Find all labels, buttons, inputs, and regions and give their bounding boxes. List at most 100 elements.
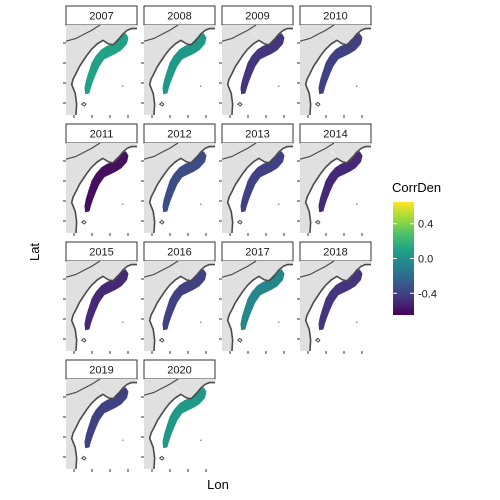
- island: [82, 102, 86, 106]
- island: [160, 220, 164, 224]
- map-land: [144, 143, 215, 233]
- island: [238, 220, 242, 224]
- facet-strip-label: 2008: [167, 11, 191, 23]
- border-line: [66, 25, 100, 41]
- island: [122, 439, 124, 441]
- map-land: [66, 143, 137, 233]
- border-line: [300, 25, 334, 41]
- corrden-shelf-region: [240, 151, 285, 213]
- colorbar-tick-label: 0.4: [418, 219, 433, 231]
- border-line: [144, 379, 178, 395]
- island: [160, 338, 164, 342]
- coastline: [306, 265, 371, 351]
- facet-strip-label: 2018: [323, 247, 347, 259]
- facet-strip-label: 2012: [167, 129, 191, 141]
- coastline: [228, 147, 293, 233]
- island: [356, 321, 358, 323]
- border-line: [222, 25, 256, 41]
- facet-panel-2019: 2019: [63, 359, 138, 472]
- island: [356, 85, 358, 87]
- map-land: [300, 261, 371, 351]
- coastline: [72, 383, 137, 469]
- facet-strip-label: 2011: [90, 129, 114, 141]
- facet-strip-label: 2015: [89, 247, 113, 259]
- map-land: [66, 25, 137, 115]
- map-land: [144, 261, 215, 351]
- facet-panel-2007: 2007: [63, 5, 138, 118]
- corrden-shelf-region: [162, 387, 207, 449]
- corrden-shelf-region: [162, 33, 207, 95]
- map-land: [222, 143, 293, 233]
- facet-panel-2013: 2013: [219, 123, 294, 236]
- island: [122, 203, 124, 205]
- coastline: [306, 29, 371, 115]
- border-line: [222, 143, 256, 159]
- colorbar-tick-label: -0.4: [418, 288, 437, 300]
- coastline: [150, 265, 215, 351]
- coastline: [228, 265, 293, 351]
- corrden-shelf-region: [162, 151, 207, 213]
- island: [160, 456, 164, 460]
- island: [278, 321, 280, 323]
- island: [200, 203, 202, 205]
- border-line: [222, 261, 256, 277]
- corrden-shelf-region: [84, 387, 129, 449]
- facet-strip-label: 2014: [323, 129, 347, 141]
- corrden-shelf-region: [162, 269, 207, 331]
- island: [82, 338, 86, 342]
- map-land: [222, 261, 293, 351]
- facet-panel-2020: 2020: [141, 359, 216, 472]
- island: [316, 220, 320, 224]
- island: [238, 102, 242, 106]
- coastline: [150, 29, 215, 115]
- corrden-shelf-region: [84, 269, 129, 331]
- coastline: [72, 265, 137, 351]
- border-line: [144, 25, 178, 41]
- facet-strip-label: 2013: [245, 129, 269, 141]
- border-line: [144, 143, 178, 159]
- corrden-shelf-region: [318, 151, 363, 213]
- island: [122, 85, 124, 87]
- map-land: [222, 25, 293, 115]
- map-land: [300, 143, 371, 233]
- corrden-shelf-region: [84, 151, 129, 213]
- border-line: [300, 261, 334, 277]
- border-line: [300, 143, 334, 159]
- island: [82, 220, 86, 224]
- facet-panel-2009: 2009: [219, 5, 294, 118]
- facet-panels: 2007 2008 2009 2010 2011 2012 2013 2014 2015 2016…: [63, 5, 372, 472]
- facet-panel-2012: 2012: [141, 123, 216, 236]
- corrden-shelf-region: [318, 33, 363, 95]
- y-axis-title: Lat: [27, 243, 42, 261]
- x-axis-title: Lon: [207, 477, 229, 492]
- island: [200, 85, 202, 87]
- island: [278, 203, 280, 205]
- facet-panel-2010: 2010: [297, 5, 372, 118]
- island: [200, 321, 202, 323]
- island: [316, 102, 320, 106]
- coastline: [228, 29, 293, 115]
- facet-panel-2015: 2015: [63, 241, 138, 354]
- island: [278, 85, 280, 87]
- island: [200, 439, 202, 441]
- map-land: [300, 25, 371, 115]
- border-line: [66, 261, 100, 277]
- border-line: [66, 379, 100, 395]
- map-land: [144, 25, 215, 115]
- map-land: [66, 261, 137, 351]
- facet-strip-label: 2019: [89, 365, 113, 377]
- island: [238, 338, 242, 342]
- colorbar-tick-label: 0.0: [418, 254, 433, 266]
- coastline: [306, 147, 371, 233]
- border-line: [66, 143, 100, 159]
- facet-strip-label: 2016: [167, 247, 191, 259]
- corrden-shelf-region: [240, 33, 285, 95]
- colorbar: [393, 202, 414, 315]
- coastline: [72, 29, 137, 115]
- corrden-shelf-region: [318, 269, 363, 331]
- facet-strip-label: 2007: [89, 11, 113, 23]
- facet-strip-label: 2010: [323, 11, 347, 23]
- facet-panel-2014: 2014: [297, 123, 372, 236]
- facet-strip-label: 2020: [167, 365, 191, 377]
